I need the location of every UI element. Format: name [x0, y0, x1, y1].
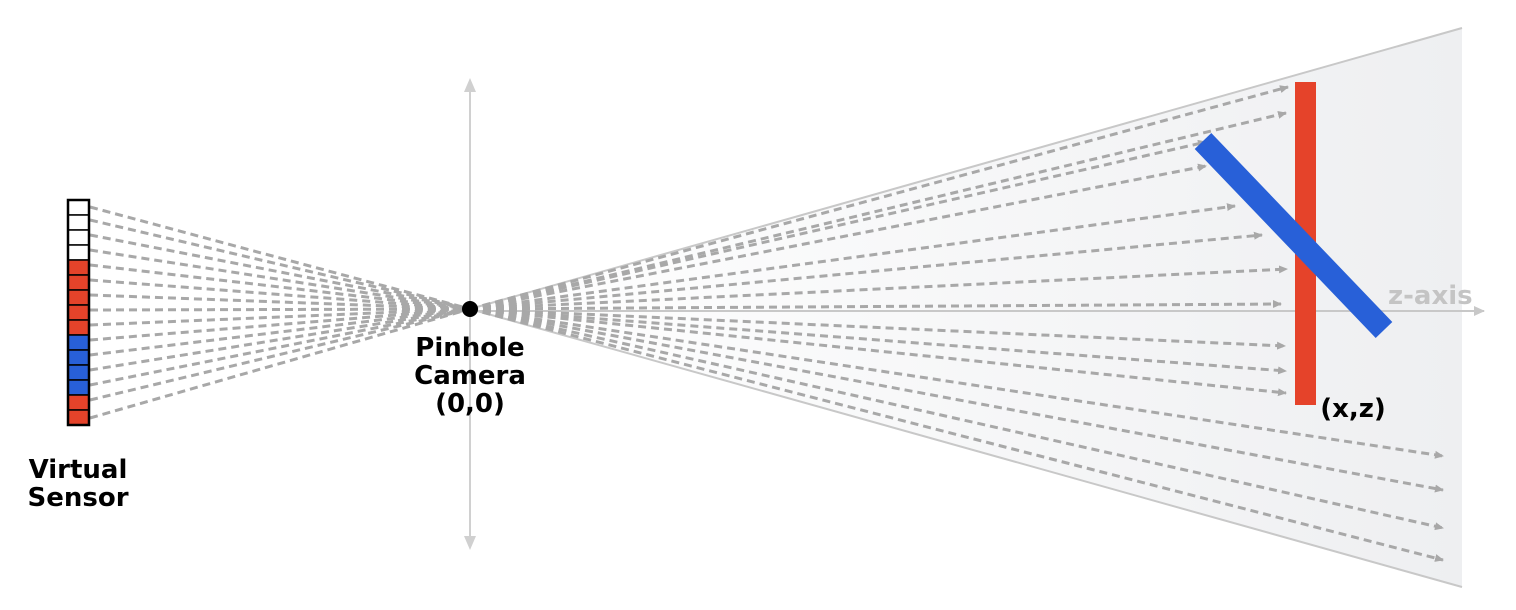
sensor-pixel-red — [67, 394, 90, 411]
sensor-pixel-white — [67, 214, 90, 231]
sensor-rays — [89, 205, 471, 420]
z-axis-label: z-axis — [1388, 281, 1473, 311]
virtual-sensor — [66, 198, 91, 427]
sensor-pixel-red — [67, 289, 90, 306]
sensor-pixel-red — [67, 319, 90, 336]
virtual-sensor-label: Virtual Sensor — [8, 456, 148, 512]
sensor-pixel-blue — [67, 334, 90, 351]
sensor-pixel-red — [67, 259, 90, 276]
sensor-pixel-blue — [67, 379, 90, 396]
pinhole-point — [462, 301, 478, 317]
pinhole-camera-label: Pinhole Camera (0,0) — [385, 334, 555, 418]
sensor-pixel-white — [67, 244, 90, 261]
sensor-pixel-white — [67, 199, 90, 216]
sensor-label-line2: Sensor — [27, 483, 129, 513]
sensor-pixel-red — [67, 274, 90, 291]
sensor-pixel-blue — [67, 349, 90, 366]
frustum-bottom-edge — [469, 308, 1463, 588]
sensor-label-line1: Virtual — [28, 455, 128, 485]
camera-origin-coord: (0,0) — [435, 389, 505, 419]
sensor-pixel-white — [67, 229, 90, 246]
blue-slanted-object — [1194, 133, 1393, 338]
sensor-pixel-blue — [67, 364, 90, 381]
surface-point-label: (x,z) — [1320, 394, 1386, 424]
camera-label-line2: Camera — [414, 361, 526, 391]
sensor-outline — [66, 198, 91, 427]
scene-rays — [469, 85, 1444, 562]
sensor-pixel-red — [67, 409, 90, 426]
camera-label-line1: Pinhole — [415, 333, 525, 363]
frustum-top-edge — [469, 27, 1463, 310]
sensor-pixel-red — [67, 304, 90, 321]
